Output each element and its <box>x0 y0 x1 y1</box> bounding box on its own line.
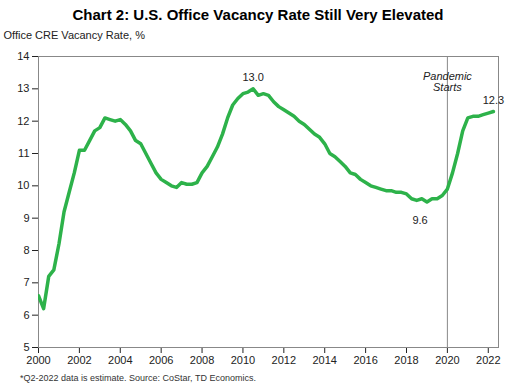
svg-text:11: 11 <box>18 147 29 159</box>
svg-text:2004: 2004 <box>108 354 132 366</box>
svg-text:12: 12 <box>17 115 29 127</box>
svg-text:2012: 2012 <box>272 354 296 366</box>
html-text:Chart 2: U.S. Office Vacancy R: Chart 2: U.S. Office Vacancy Rate Still … <box>72 6 444 23</box>
svg-text:2000: 2000 <box>26 354 50 366</box>
svg-text:2020: 2020 <box>435 354 459 366</box>
svg-text:2010: 2010 <box>231 354 255 366</box>
svg-text:9.6: 9.6 <box>412 214 427 226</box>
svg-text:2002: 2002 <box>67 354 91 366</box>
svg-text:14: 14 <box>17 50 29 62</box>
svg-text:12.3: 12.3 <box>483 94 504 106</box>
svg-text:2016: 2016 <box>353 354 377 366</box>
svg-text:7: 7 <box>23 276 29 288</box>
html-text:*Q2-2022 data is estimate. Sou: *Q2-2022 data is estimate. Source: CoSta… <box>20 373 256 383</box>
svg-text:2022: 2022 <box>476 354 500 366</box>
svg-text:9: 9 <box>23 212 29 224</box>
svg-text:8: 8 <box>23 244 29 256</box>
svg-text:10: 10 <box>17 179 29 191</box>
svg-text:2006: 2006 <box>149 354 173 366</box>
svg-text:13.0: 13.0 <box>242 71 263 83</box>
svg-text:2018: 2018 <box>394 354 418 366</box>
svg-text:PandemicStarts: PandemicStarts <box>423 70 472 93</box>
svg-text:13: 13 <box>17 82 29 94</box>
svg-text:2008: 2008 <box>190 354 214 366</box>
svg-text:5: 5 <box>23 341 29 353</box>
svg-text:2014: 2014 <box>312 354 336 366</box>
svg-text:Office CRE Vacancy Rate, %: Office CRE Vacancy Rate, % <box>4 29 146 41</box>
svg-text:6: 6 <box>23 309 29 321</box>
